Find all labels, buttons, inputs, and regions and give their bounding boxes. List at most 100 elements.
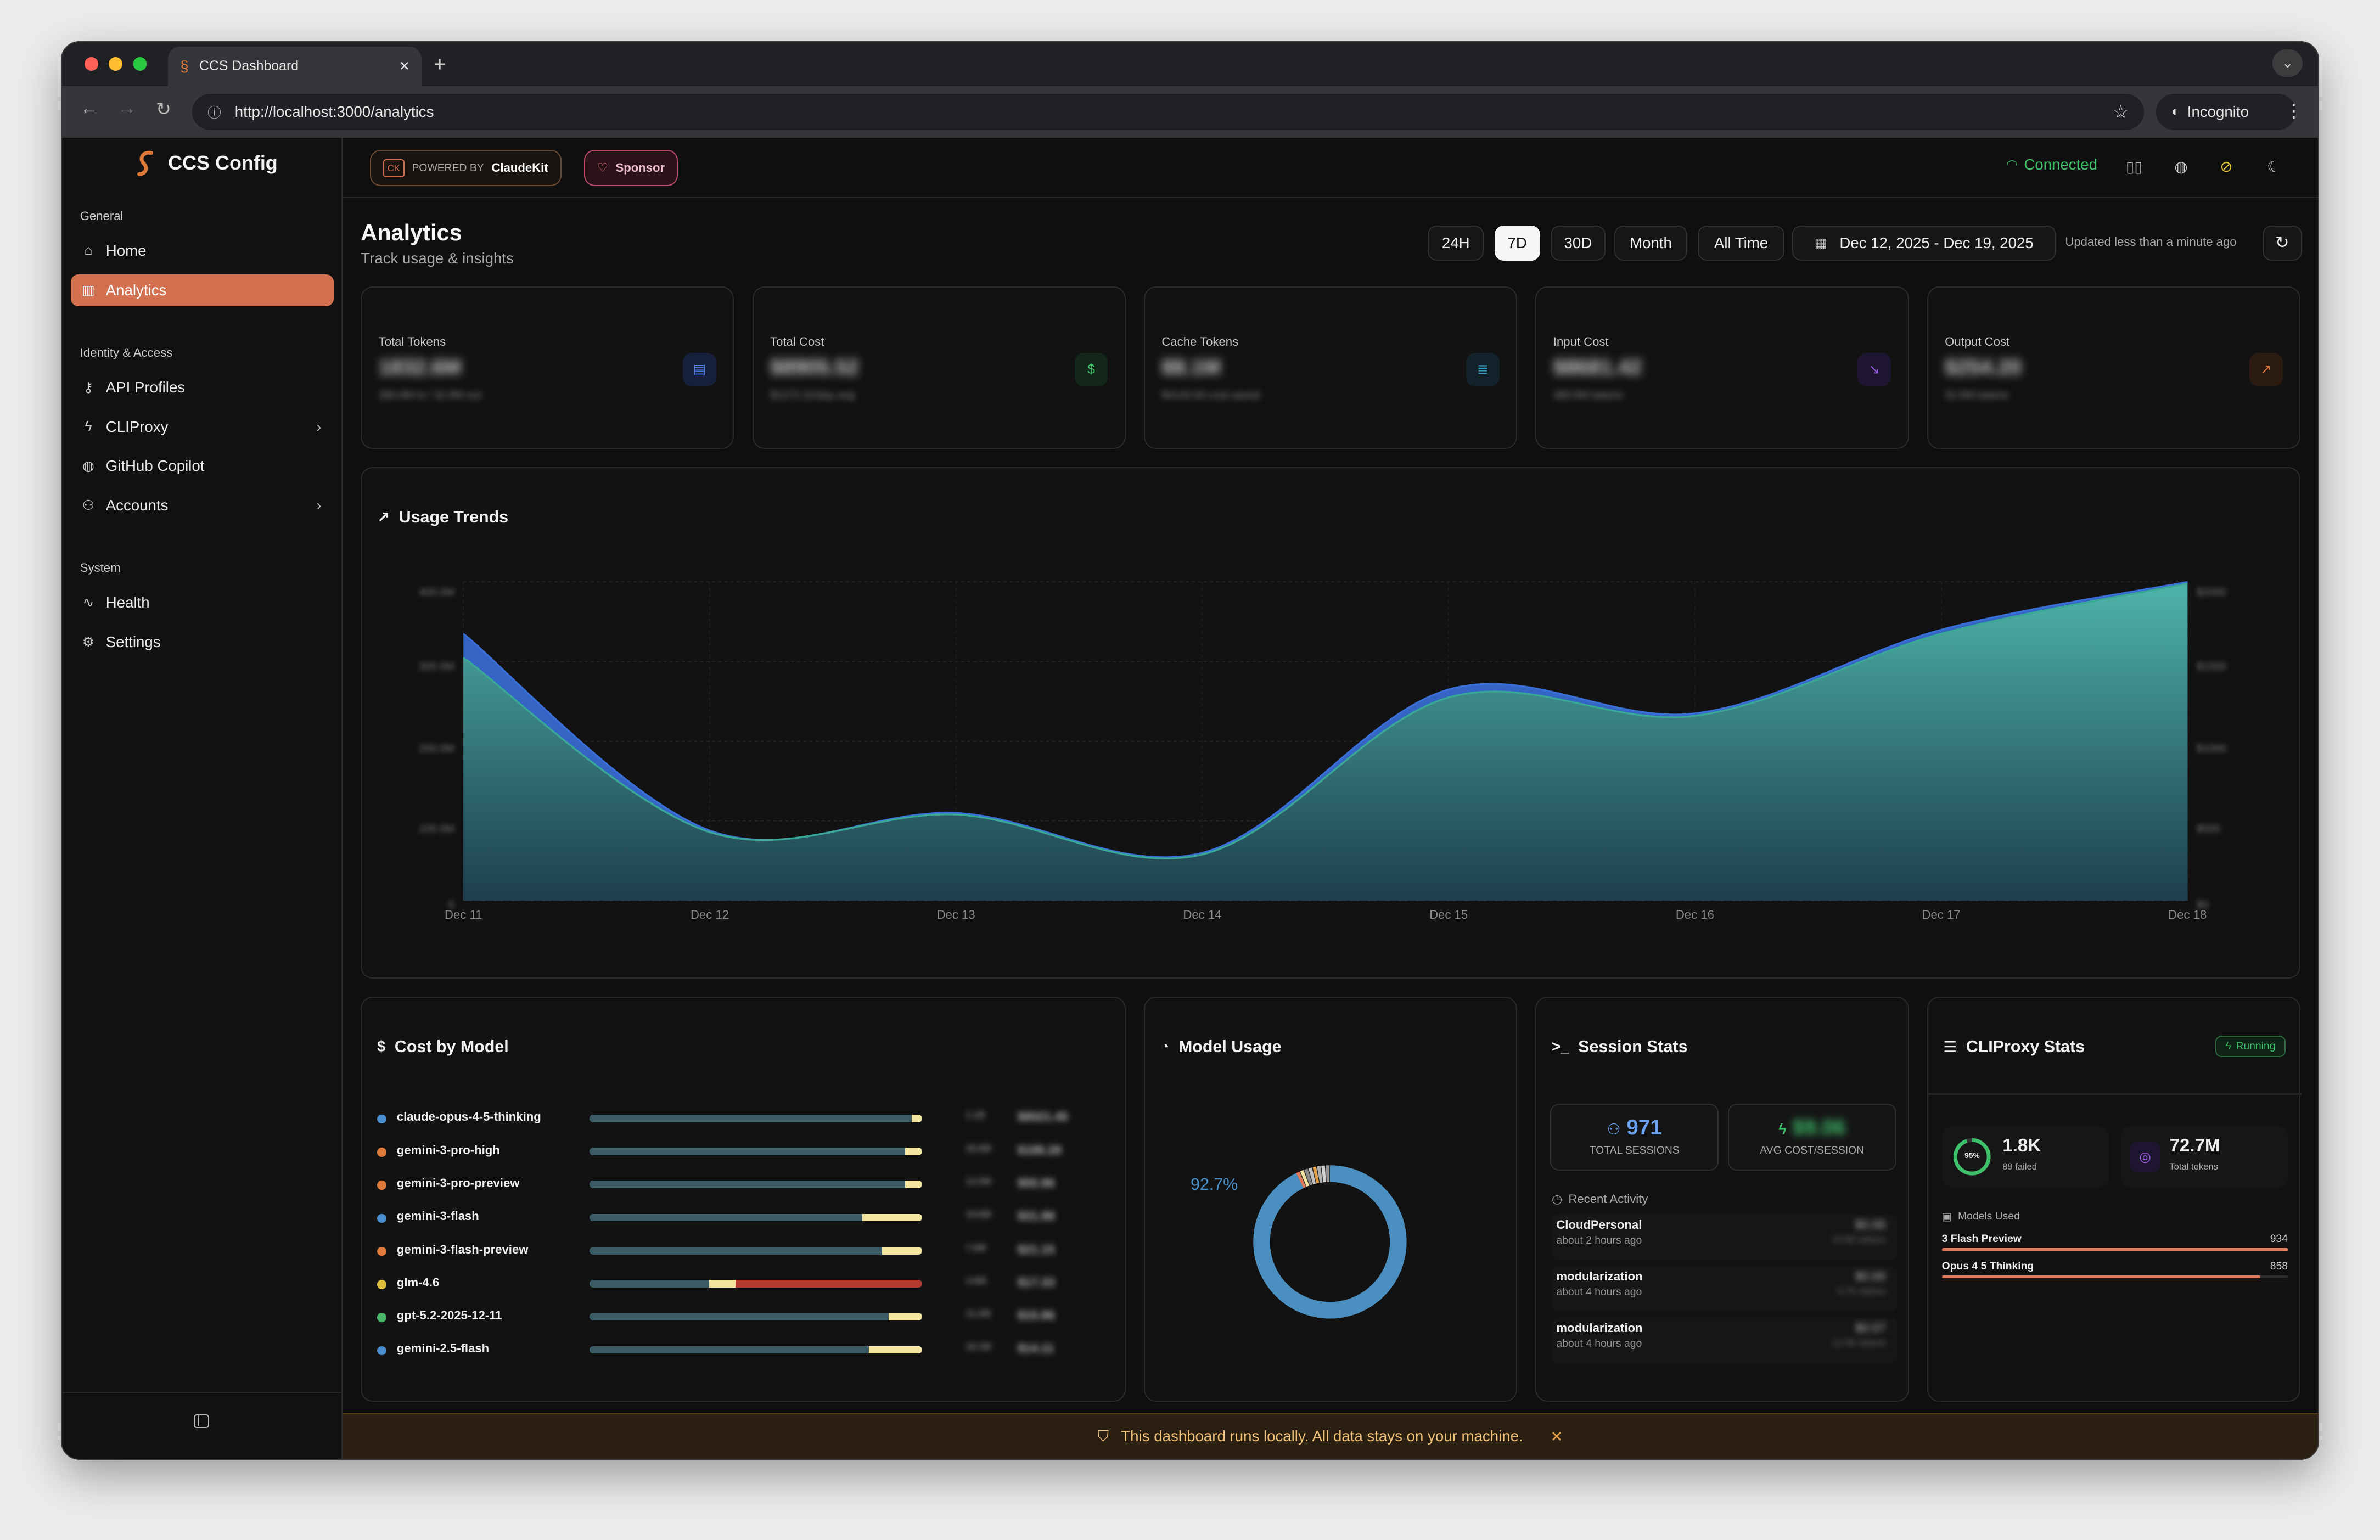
model-cost-bar-segment [590, 1181, 906, 1189]
close-window-button[interactable] [85, 57, 98, 71]
sidebar-item-settings[interactable]: ⚙ Settings [71, 626, 333, 658]
docs-book-icon[interactable]: ▯▯ [2125, 158, 2143, 175]
sidebar-item-accounts[interactable]: ⚇ Accounts › [71, 490, 333, 521]
arrow-up-right-icon: ↗ [2249, 352, 2283, 386]
zoom-window-button[interactable] [133, 57, 147, 71]
chevron-right-icon: › [316, 497, 322, 514]
bookmark-star-icon[interactable]: ☆ [2112, 102, 2129, 122]
total-sessions-box: ⚇ 971 TOTAL SESSIONS [1550, 1104, 1719, 1171]
x-tick-label: Dec 14 [1183, 908, 1222, 921]
dollar-icon: $ [377, 1038, 386, 1055]
model-color-dot [377, 1181, 386, 1190]
sidebar-item-github-copilot[interactable]: ◍ GitHub Copilot [71, 450, 333, 482]
sidebar-item-health[interactable]: ∿ Health [71, 587, 333, 619]
stat-label: Input Cost [1553, 334, 1609, 349]
range-month-button[interactable]: Month [1614, 226, 1687, 261]
zap-icon: ϟ [85, 419, 92, 435]
model-usage-title-text: Model Usage [1178, 1037, 1282, 1056]
privacy-eye-off-icon[interactable]: ⊘ [2220, 158, 2233, 175]
y-tick-label-right: $1500 [2197, 661, 2226, 673]
divider [1928, 1093, 2302, 1095]
cost-model-row: gemini-2.5-flash 16.1M $14.11 [377, 1341, 1105, 1359]
model-usage-fill [1941, 1275, 2260, 1279]
model-cost-bar [590, 1246, 922, 1255]
activity-item[interactable]: CloudPersonal about 2 hours ago $0.00 10.8K… [1552, 1215, 1898, 1261]
sponsor-button[interactable]: ♡ Sponsor [583, 149, 678, 187]
stat-value: 1832.6M [378, 356, 462, 380]
avg-cost-value: $9.06 [1792, 1115, 1846, 1139]
model-cost-bar-segment [882, 1246, 922, 1255]
back-arrow-icon[interactable]: ← [80, 98, 98, 119]
model-cost-bar-segment [888, 1313, 922, 1321]
model-count: 858 [2270, 1260, 2288, 1273]
model-usage-card: ◔ Model Usage 92.7% [1144, 996, 1518, 1402]
model-cost-bar-segment [590, 1313, 889, 1321]
x-tick-label: Dec 13 [937, 908, 975, 921]
cliproxy-stats-title-text: CLIProxy Stats [1966, 1037, 2085, 1056]
refresh-icon: ↻ [2275, 233, 2289, 252]
close-banner-icon[interactable]: ✕ [1550, 1427, 1563, 1445]
sidebar-item-home[interactable]: ⌂ Home [71, 235, 333, 267]
model-cost-bar-segment [905, 1147, 922, 1155]
stat-subtext: 380.6M tokens [1553, 389, 1623, 402]
model-cost: $8021.45 [1017, 1110, 1068, 1124]
url-text: http://localhost:3000/analytics [234, 103, 434, 120]
x-tick-label: Dec 18 [2169, 908, 2207, 921]
tab-favicon-icon: § [180, 57, 189, 75]
github-link-icon[interactable]: ◍ [2174, 158, 2188, 175]
model-cost-bar-segment [868, 1346, 922, 1354]
close-tab-icon[interactable]: × [400, 57, 409, 76]
new-tab-icon[interactable]: + [434, 52, 446, 76]
stat-value: $8681.42 [1553, 356, 1642, 380]
incognito-badge[interactable]: ◐ Incognito [2156, 93, 2296, 130]
y-tick-label-left: 300.0M [419, 661, 454, 673]
range-7d-button[interactable]: 7D [1494, 226, 1540, 261]
model-cost-bar-segment [736, 1280, 922, 1288]
sidebar-item-analytics[interactable]: ▥ Analytics [71, 274, 334, 306]
sidebar-toggle-icon[interactable] [194, 1414, 209, 1428]
model-usage-donut [1253, 1165, 1407, 1319]
wifi-icon: ◠ [2006, 157, 2018, 172]
range-24h-button[interactable]: 24H [1428, 226, 1484, 261]
page-title: Analytics [361, 220, 462, 246]
stat-value: $254.20 [1945, 356, 2022, 380]
model-cost: $17.33 [1017, 1275, 1055, 1289]
refresh-button[interactable]: ↻ [2262, 226, 2302, 261]
model-count: 934 [2270, 1233, 2288, 1245]
series-0-line [463, 581, 2188, 858]
section-identity: Identity & Access [80, 345, 173, 359]
model-cost-bar-segment [709, 1280, 736, 1288]
model-color-dot [377, 1346, 386, 1356]
series-1-area [463, 583, 2188, 901]
model-cost: $15.96 [1017, 1308, 1055, 1323]
tab-search-chevron-icon[interactable]: ⌄ [2272, 49, 2303, 77]
sidebar-item-cliproxy[interactable]: ϟ CLIProxy › [71, 411, 333, 443]
range-30d-button[interactable]: 30D [1551, 226, 1606, 261]
model-cost-bar-segment [590, 1213, 862, 1222]
server-icon: ☰ [1943, 1038, 1957, 1055]
series-1-line [463, 582, 2188, 859]
tab-title: CCS Dashboard [199, 58, 299, 74]
url-field[interactable]: ⓘ http://localhost:3000/analytics ☆ [192, 93, 2145, 130]
forward-arrow-icon[interactable]: → [117, 98, 137, 119]
minimize-window-button[interactable] [109, 57, 123, 71]
model-usage-row: 3 Flash Preview 934 [1941, 1233, 2288, 1257]
powered-by-badge[interactable]: CK POWERED BY ClaudeKit [369, 149, 562, 187]
sidebar-item-label: Health [105, 594, 150, 611]
site-info-icon[interactable]: ⓘ [207, 105, 221, 121]
range-all-time-button[interactable]: All Time [1698, 226, 1784, 261]
theme-moon-icon[interactable]: ☾ [2267, 158, 2281, 175]
y-tick-label-right: $500 [2197, 823, 2220, 835]
activity-item[interactable]: modularization about 4 hours ago $0.07 12.3… [1552, 1318, 1898, 1364]
github-icon: ◍ [82, 458, 94, 474]
reload-icon[interactable]: ↻ [156, 99, 171, 120]
model-tokens: 11.2M [966, 1308, 991, 1319]
activity-icon: ∿ [82, 595, 94, 611]
browser-menu-icon[interactable]: ⋮ [2284, 100, 2303, 121]
browser-tab[interactable]: § CCS Dashboard × [168, 46, 422, 86]
model-color-dot [377, 1114, 386, 1124]
date-range-picker[interactable]: ▦ Dec 12, 2025 - Dec 19, 2025 [1792, 226, 2056, 261]
model-cost-bar [590, 1280, 922, 1288]
sidebar-item-api-profiles[interactable]: ⚷ API Profiles [71, 372, 333, 403]
activity-item[interactable]: modularization about 4 hours ago $0.00 9.7K… [1552, 1266, 1898, 1312]
